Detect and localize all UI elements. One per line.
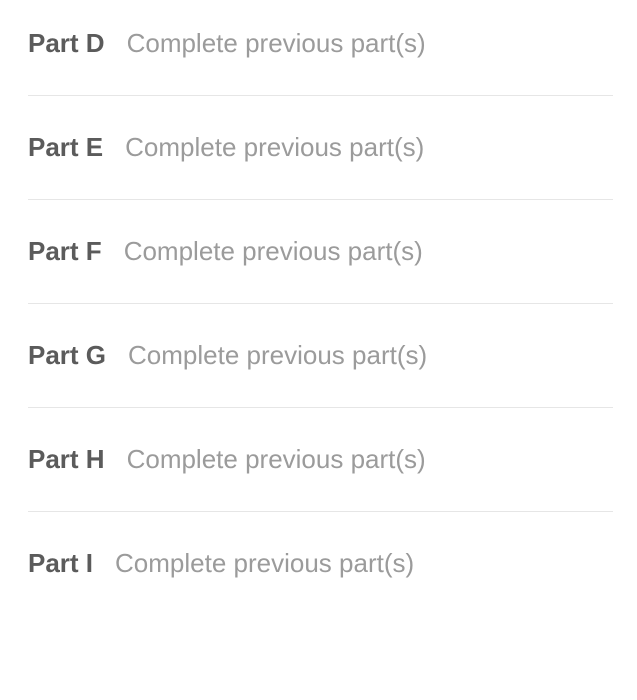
part-label: Part I — [28, 548, 93, 579]
part-status: Complete previous part(s) — [124, 236, 423, 267]
part-label: Part G — [28, 340, 106, 371]
part-row: Part I Complete previous part(s) — [28, 548, 613, 579]
part-status: Complete previous part(s) — [127, 444, 426, 475]
part-label: Part F — [28, 236, 102, 267]
part-row: Part H Complete previous part(s) — [28, 444, 613, 512]
part-row: Part G Complete previous part(s) — [28, 340, 613, 408]
part-status: Complete previous part(s) — [125, 132, 424, 163]
part-status: Complete previous part(s) — [127, 28, 426, 59]
parts-list: Part D Complete previous part(s) Part E … — [0, 0, 637, 607]
part-row: Part E Complete previous part(s) — [28, 132, 613, 200]
part-label: Part E — [28, 132, 103, 163]
part-row: Part F Complete previous part(s) — [28, 236, 613, 304]
part-row: Part D Complete previous part(s) — [28, 28, 613, 96]
part-label: Part D — [28, 28, 105, 59]
part-status: Complete previous part(s) — [128, 340, 427, 371]
part-label: Part H — [28, 444, 105, 475]
part-status: Complete previous part(s) — [115, 548, 414, 579]
